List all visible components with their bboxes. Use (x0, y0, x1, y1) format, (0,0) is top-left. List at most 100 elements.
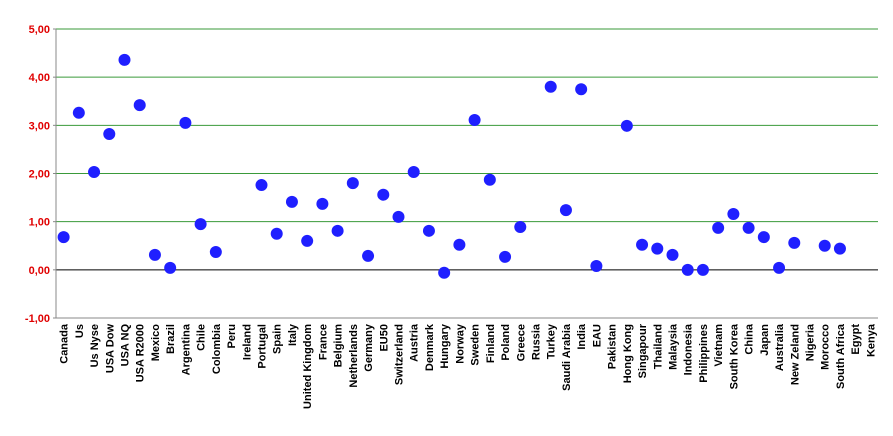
dot (696, 263, 709, 276)
dot (514, 220, 527, 233)
x-tick-label: Turkey (546, 323, 558, 359)
dot (103, 128, 116, 141)
x-tick-label: Indonesia (683, 323, 695, 375)
x-tick-label: Italy (287, 323, 299, 346)
x-tick-label: Norway (454, 323, 466, 364)
dot (164, 261, 177, 274)
dot (773, 261, 786, 274)
dot (301, 234, 314, 247)
dot (331, 224, 344, 237)
x-tick-label: India (576, 323, 588, 350)
x-tick-label: Chile (196, 324, 208, 351)
x-tick-label: Nigeria (805, 323, 817, 361)
x-tick-label: Hong Kong (622, 324, 634, 383)
dot (833, 242, 846, 255)
x-tick-label: Austria (409, 323, 421, 362)
y-tick-label: 2,00 (29, 169, 50, 181)
x-tick-label: United Kingdom (302, 324, 314, 409)
x-tick-label: Kenya (865, 323, 877, 357)
dot (483, 173, 496, 186)
x-tick-label: Vietnam (713, 324, 725, 367)
dot (666, 248, 679, 261)
x-tick-label: Spain (272, 324, 284, 354)
dot (499, 250, 512, 263)
dot (620, 119, 633, 132)
x-tick-label: Egypt (850, 324, 862, 355)
x-tick-label: Germany (363, 323, 375, 372)
dot (544, 80, 557, 93)
dot (818, 239, 831, 252)
dot (118, 53, 131, 66)
dot (453, 238, 466, 251)
x-tick-label: USA NQ (120, 324, 132, 367)
dot (362, 249, 375, 262)
x-tick-label: USA Dow (104, 324, 116, 374)
dot (590, 259, 603, 272)
x-tick-label: USA R2000 (135, 324, 147, 382)
x-tick-label: Peru (226, 324, 238, 348)
x-tick-label: Us Nyse (89, 324, 101, 367)
x-tick-label: Finland (485, 324, 497, 363)
dot (255, 179, 268, 192)
dot (285, 195, 298, 208)
dot (727, 207, 740, 220)
dot (788, 236, 801, 249)
dot (575, 83, 588, 96)
dot (57, 231, 70, 244)
x-tick-label: Us (74, 324, 86, 338)
x-tick-label: Pakistan (607, 324, 619, 370)
x-tick-label: New Zeland (789, 324, 801, 385)
y-tick-label: -1,00 (25, 313, 50, 325)
y-tick-label: 0,00 (29, 265, 50, 277)
dot (392, 210, 405, 223)
x-tick-label: Mexico (150, 324, 162, 362)
dot (88, 166, 101, 179)
dot (636, 238, 649, 251)
y-tick-label: 3,00 (29, 120, 50, 132)
dot (559, 204, 572, 217)
x-tick-label: Japan (759, 324, 771, 356)
dot (438, 266, 451, 279)
dot (422, 224, 435, 237)
x-tick-label: Canada (59, 323, 71, 364)
x-tick-label: Netherlands (348, 324, 360, 388)
x-tick-label: Colombia (211, 323, 223, 374)
dot (681, 263, 694, 276)
x-tick-label: Ireland (241, 324, 253, 360)
dot (742, 221, 755, 234)
dot (148, 248, 161, 261)
dot (346, 177, 359, 190)
x-tick-label: Singapour (637, 323, 649, 378)
x-tick-label: Poland (500, 324, 512, 361)
y-tick-label: 5,00 (29, 24, 50, 36)
x-tick-label: Portugal (257, 324, 269, 369)
dot (651, 242, 664, 255)
dot (757, 231, 770, 244)
dot (316, 197, 329, 210)
dot (407, 166, 420, 179)
x-tick-label: Malaysia (668, 323, 680, 370)
x-tick-label: Russia (531, 323, 543, 360)
dot (712, 221, 725, 234)
x-tick-label: Switzerland (394, 324, 406, 385)
x-tick-label: Hungary (439, 323, 451, 369)
dot (209, 246, 222, 259)
x-tick-label: Australia (774, 323, 786, 371)
x-tick-label: Philippines (698, 324, 710, 383)
x-tick-label: Argentina (180, 323, 192, 375)
x-tick-label: France (317, 324, 329, 360)
x-tick-label: EAU (591, 324, 603, 347)
x-tick-label: Brazil (165, 324, 177, 354)
dot (72, 106, 85, 119)
x-tick-label: Belgium (333, 324, 345, 368)
x-tick-label: Morocco (820, 324, 832, 370)
dot (377, 188, 390, 201)
dot (468, 114, 481, 127)
dot (133, 99, 146, 112)
x-tick-label: China (744, 323, 756, 354)
x-tick-label: Greece (515, 324, 527, 361)
x-tick-label: South Africa (835, 323, 847, 389)
dot (270, 227, 283, 240)
